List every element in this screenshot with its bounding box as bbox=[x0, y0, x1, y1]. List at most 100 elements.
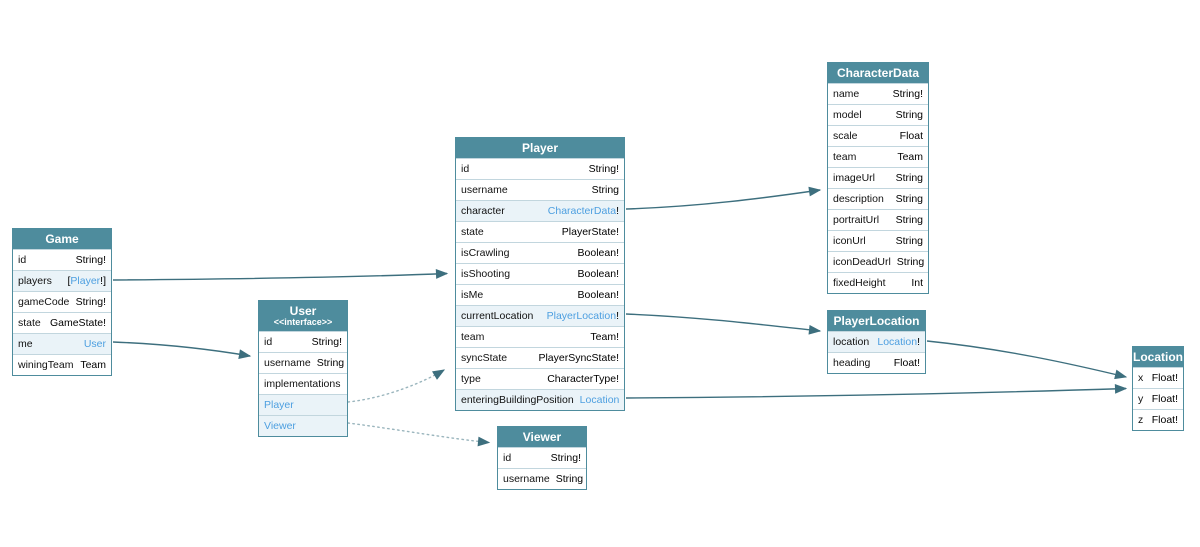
field-name: username bbox=[461, 184, 508, 196]
table-header-game[interactable]: Game bbox=[13, 229, 111, 249]
field-name: username bbox=[503, 473, 550, 485]
field-row[interactable]: username String bbox=[259, 352, 347, 373]
field-row[interactable]: winingTeam Team bbox=[13, 354, 111, 375]
field-row[interactable]: isShooting Boolean! bbox=[456, 263, 624, 284]
type-table-viewer[interactable]: Viewer id String! username String bbox=[497, 426, 587, 490]
table-header-user[interactable]: User <<interface>> bbox=[259, 301, 347, 331]
field-row[interactable]: username String bbox=[456, 179, 624, 200]
edge-playerlocation-location-to-location bbox=[926, 340, 1128, 380]
field-row[interactable]: state GameState! bbox=[13, 312, 111, 333]
table-header-player[interactable]: Player bbox=[456, 138, 624, 158]
field-type: Team! bbox=[590, 331, 619, 343]
type-suffix: ! bbox=[616, 310, 619, 322]
field-name: y bbox=[1138, 393, 1144, 405]
field-type: CharacterType! bbox=[547, 373, 619, 385]
field-row[interactable]: fixedHeight Int bbox=[828, 272, 928, 293]
type-link[interactable]: User bbox=[83, 338, 106, 350]
type-table-location[interactable]: Location x Float! y Float! z Float! bbox=[1132, 346, 1184, 431]
type-table-characterdata[interactable]: CharacterData name String! model String … bbox=[827, 62, 929, 294]
field-type: User bbox=[84, 334, 106, 354]
edge-game-me-to-user bbox=[112, 341, 252, 359]
field-row[interactable]: state PlayerState! bbox=[456, 221, 624, 242]
field-row[interactable]: iconUrl String bbox=[828, 230, 928, 251]
table-header-viewer[interactable]: Viewer bbox=[498, 427, 586, 447]
table-header-playerlocation[interactable]: PlayerLocation bbox=[828, 311, 925, 331]
type-link[interactable]: PlayerLocation bbox=[546, 310, 617, 322]
field-name: fixedHeight bbox=[833, 277, 886, 289]
type-link[interactable]: Location bbox=[877, 336, 918, 348]
field-row[interactable]: scale Float bbox=[828, 125, 928, 146]
field-type: String bbox=[555, 473, 584, 485]
field-name: isMe bbox=[461, 289, 484, 301]
field-row[interactable]: model String bbox=[828, 104, 928, 125]
field-row[interactable]: location Location! bbox=[828, 331, 925, 352]
field-type: Float! bbox=[1151, 372, 1178, 384]
type-table-playerlocation[interactable]: PlayerLocation location Location! headin… bbox=[827, 310, 926, 374]
table-header-location[interactable]: Location bbox=[1133, 347, 1183, 367]
field-row[interactable]: enteringBuildingPosition Location bbox=[456, 389, 624, 410]
field-row[interactable]: description String bbox=[828, 188, 928, 209]
implementation-row[interactable]: Viewer bbox=[259, 415, 347, 436]
implementation-link[interactable]: Player bbox=[264, 399, 294, 411]
field-name: state bbox=[461, 226, 484, 238]
type-link[interactable]: Player bbox=[70, 275, 101, 287]
implementations-label: implementations bbox=[264, 378, 341, 390]
field-name: syncState bbox=[461, 352, 508, 364]
field-row[interactable]: x Float! bbox=[1133, 367, 1183, 388]
field-name: isCrawling bbox=[461, 247, 510, 259]
field-row[interactable]: team Team bbox=[828, 146, 928, 167]
field-row[interactable]: imageUrl String bbox=[828, 167, 928, 188]
field-type: Team bbox=[80, 359, 106, 371]
field-row[interactable]: id String! bbox=[498, 447, 586, 468]
type-table-game[interactable]: Game id String! players [Player!] gameCo… bbox=[12, 228, 112, 376]
type-link[interactable]: CharacterData bbox=[547, 205, 617, 217]
type-suffix: !] bbox=[100, 275, 106, 287]
field-type: PlayerState! bbox=[561, 226, 619, 238]
field-row[interactable]: id String! bbox=[456, 158, 624, 179]
type-table-user[interactable]: User <<interface>> id String! username S… bbox=[258, 300, 348, 437]
implementation-row[interactable]: Player bbox=[259, 394, 347, 415]
field-row[interactable]: username String bbox=[498, 468, 586, 489]
field-row[interactable]: isCrawling Boolean! bbox=[456, 242, 624, 263]
field-name: iconDeadUrl bbox=[833, 256, 891, 268]
field-row[interactable]: portraitUrl String bbox=[828, 209, 928, 230]
field-row[interactable]: id String! bbox=[13, 249, 111, 270]
field-row[interactable]: isMe Boolean! bbox=[456, 284, 624, 305]
field-row[interactable]: team Team! bbox=[456, 326, 624, 347]
implementation-link[interactable]: Viewer bbox=[264, 420, 296, 432]
field-row[interactable]: id String! bbox=[259, 331, 347, 352]
field-type: String! bbox=[550, 452, 581, 464]
type-link[interactable]: Location bbox=[579, 394, 620, 406]
field-row[interactable]: name String! bbox=[828, 83, 928, 104]
field-name: players bbox=[18, 275, 52, 287]
field-row[interactable]: players [Player!] bbox=[13, 270, 111, 291]
field-name: scale bbox=[833, 130, 858, 142]
edge-player-character-to-characterdata bbox=[625, 186, 822, 210]
field-row[interactable]: gameCode String! bbox=[13, 291, 111, 312]
field-row[interactable]: syncState PlayerSyncState! bbox=[456, 347, 624, 368]
field-row[interactable]: iconDeadUrl String bbox=[828, 251, 928, 272]
field-row[interactable]: y Float! bbox=[1133, 388, 1183, 409]
field-row[interactable]: z Float! bbox=[1133, 409, 1183, 430]
edge-user-player-implementation bbox=[347, 369, 446, 403]
type-table-player[interactable]: Player id String! username String charac… bbox=[455, 137, 625, 411]
field-row[interactable]: character CharacterData! bbox=[456, 200, 624, 221]
field-type: Int bbox=[911, 277, 923, 289]
field-name: id bbox=[503, 452, 512, 464]
edge-user-viewer-implementation bbox=[347, 422, 491, 447]
field-type: String bbox=[895, 214, 923, 226]
field-type: Boolean! bbox=[577, 268, 619, 280]
field-row[interactable]: currentLocation PlayerLocation! bbox=[456, 305, 624, 326]
table-header-characterdata[interactable]: CharacterData bbox=[828, 63, 928, 83]
field-type: String bbox=[896, 256, 925, 268]
field-name: username bbox=[264, 357, 311, 369]
field-type: String bbox=[895, 109, 923, 121]
field-row[interactable]: heading Float! bbox=[828, 352, 925, 373]
table-title: User bbox=[289, 304, 317, 318]
field-name: isShooting bbox=[461, 268, 511, 280]
edge-game-players-to-player bbox=[112, 269, 449, 281]
field-row[interactable]: type CharacterType! bbox=[456, 368, 624, 389]
type-suffix: ! bbox=[917, 336, 920, 348]
field-row[interactable]: me User bbox=[13, 333, 111, 354]
field-name: heading bbox=[833, 357, 871, 369]
